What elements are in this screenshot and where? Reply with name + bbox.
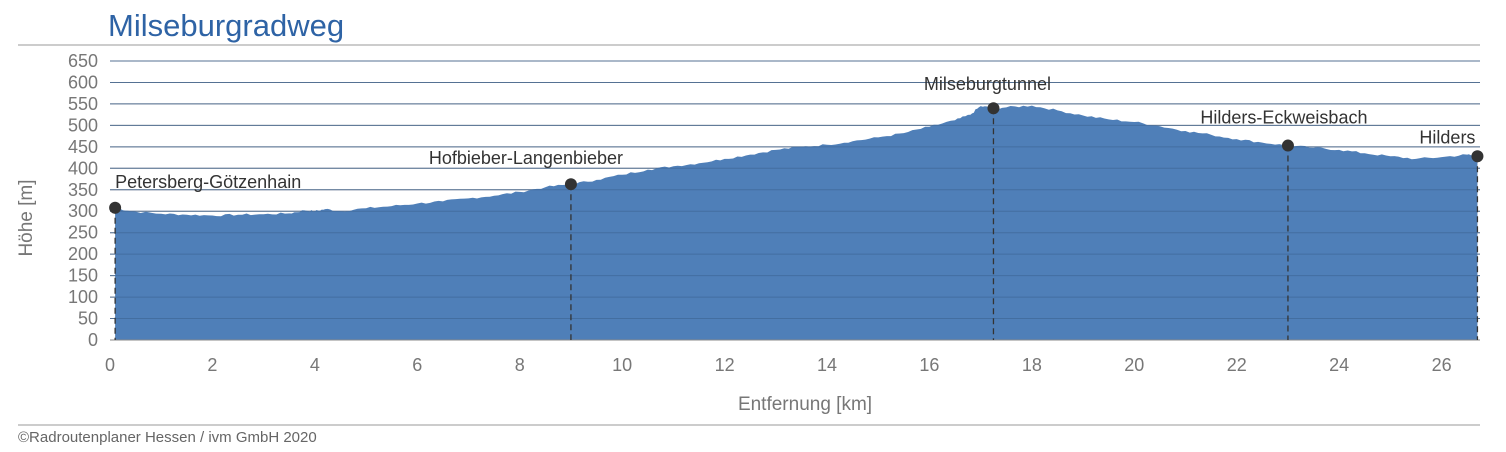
location-marker	[1471, 150, 1484, 163]
y-axis-label: Höhe [m]	[16, 179, 37, 256]
y-tick-label: 0	[88, 330, 98, 350]
location-label: Petersberg-Götzenhain	[115, 172, 301, 192]
y-tick-label: 50	[78, 309, 98, 329]
y-tick-label: 550	[68, 94, 98, 114]
x-tick-label: 8	[515, 355, 525, 375]
x-tick-label: 16	[919, 355, 939, 375]
elevation-area	[110, 60, 1480, 341]
y-tick-label: 100	[68, 287, 98, 307]
location-marker	[109, 201, 122, 214]
y-tick-label: 350	[68, 180, 98, 200]
location-label: Hofbieber-Langenbieber	[429, 148, 623, 168]
x-tick-label: 14	[817, 355, 837, 375]
location-label: Milseburgtunnel	[924, 74, 1051, 94]
place-markers: Petersberg-Götzenhain Hofbieber-Langenbie…	[109, 74, 1484, 340]
copyright-note: ©Radroutenplaner Hessen / ivm GmbH 2020	[18, 429, 317, 446]
x-axis-label: Entfernung [km]	[738, 394, 872, 415]
x-tick-label: 10	[612, 355, 632, 375]
y-tick-label: 150	[68, 266, 98, 286]
y-tick-label: 300	[68, 201, 98, 221]
x-tick-label: 26	[1432, 355, 1452, 375]
y-tick-label: 650	[68, 51, 98, 71]
y-tick-label: 400	[68, 158, 98, 178]
location-label: Hilders-Eckweisbach	[1200, 108, 1367, 128]
x-tick-label: 12	[715, 355, 735, 375]
location-marker	[1281, 139, 1294, 152]
y-tick-label: 600	[68, 72, 98, 92]
x-tick-label: 20	[1124, 355, 1144, 375]
x-tick-label: 2	[207, 355, 217, 375]
x-tick-label: 6	[412, 355, 422, 375]
y-tick-label: 200	[68, 244, 98, 264]
chart-title: Milseburgradweg	[108, 8, 345, 43]
y-tick-label: 450	[68, 137, 98, 157]
y-tick-label: 250	[68, 223, 98, 243]
x-tick-label: 0	[105, 355, 115, 375]
location-marker	[987, 102, 1000, 115]
x-tick-label: 18	[1022, 355, 1042, 375]
elevation-profile	[115, 105, 1478, 340]
x-tick-label: 22	[1227, 355, 1247, 375]
x-tick-label: 4	[310, 355, 320, 375]
y-tick-label: 500	[68, 115, 98, 135]
x-tick-label: 24	[1329, 355, 1349, 375]
location-marker	[564, 178, 577, 191]
location-label: Hilders	[1419, 127, 1475, 147]
axis-ticks: 0501001502002503003504004505005506006500…	[68, 51, 1452, 375]
